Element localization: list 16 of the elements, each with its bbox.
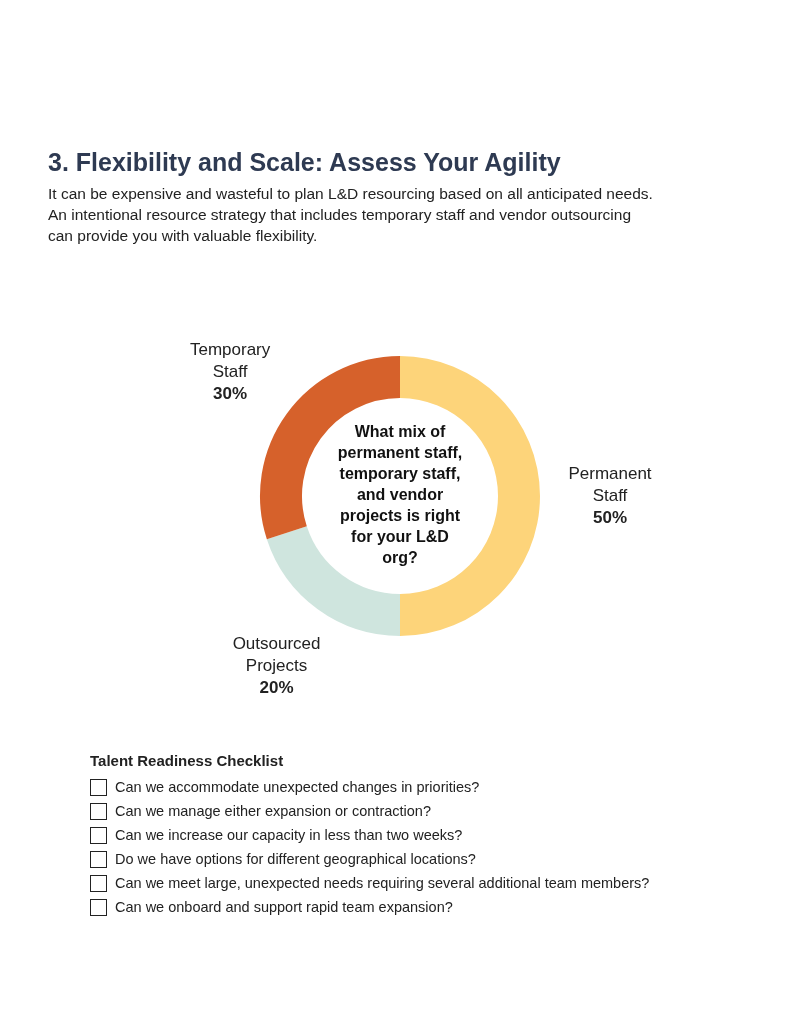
text: Can we accommodate unexpected changes in priorities?	[115, 779, 480, 795]
text: Do we have options for different geographical locations?	[115, 851, 476, 867]
data-label: 50%	[592, 507, 628, 527]
text: Can we increase our capacity in less than two weeks?	[115, 827, 463, 843]
chart-title: 3. Flexibility and Scale: Assess Your Agility	[48, 148, 562, 177]
slice-label: Temporary Staff	[189, 340, 271, 382]
chart-subtitle: It can be expensive and wasteful to plan L&D resourcing based on all anticipated needs. An intentional resource strategy that includes temporary staff and vendor outsourcing can provide you with valuable flexibility.	[48, 184, 654, 246]
text: Can we meet large, unexpected needs requiring several additional team members?	[115, 875, 650, 891]
data-label: 30%	[213, 384, 248, 404]
text: Talent Readiness Checklist	[90, 752, 285, 769]
text: What mix of permanent staff, temporary staff, and vendor projects is right for your L&D org?	[337, 423, 463, 567]
slice-label: Outsourced Projects	[232, 633, 321, 675]
slice-label: Permanent Staff	[568, 463, 652, 505]
data-label: 20%	[259, 677, 294, 697]
text: Can we manage either expansion or contraction?	[115, 803, 431, 819]
text: Can we onboard and support rapid team expansion?	[115, 899, 453, 915]
